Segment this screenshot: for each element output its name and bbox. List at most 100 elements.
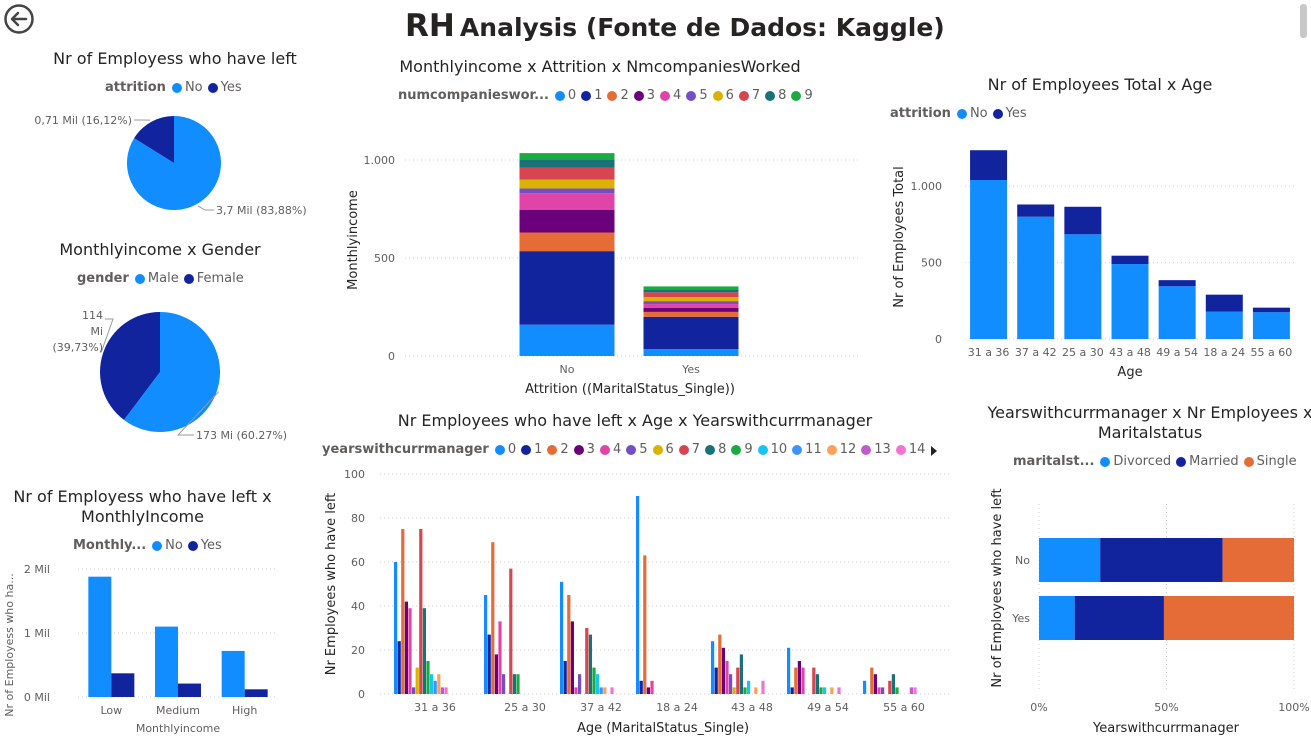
axis-tick-label: 25 a 30 <box>1062 346 1104 359</box>
axis-tick-label: 50% <box>1154 701 1178 714</box>
legend-item[interactable]: 13 <box>861 442 891 457</box>
legend-item[interactable]: 4 <box>660 88 681 103</box>
axis-title: Monthlyincome <box>136 722 221 735</box>
bar <box>516 674 520 694</box>
legend: Monthly... No Yes <box>73 538 227 553</box>
legend-swatch <box>573 444 584 455</box>
legend-item[interactable]: 5 <box>686 88 708 103</box>
legend-item[interactable]: 10 <box>757 442 787 457</box>
legend-item[interactable]: 7 <box>738 88 760 103</box>
chart-title: Nr Employees who have left x Age x Years… <box>397 411 873 430</box>
legend-item[interactable]: 3 <box>573 442 595 457</box>
bar-segment <box>1064 206 1102 235</box>
legend-item[interactable]: 2 <box>547 442 569 457</box>
bar <box>819 687 823 694</box>
legend-item[interactable]: Yes <box>187 538 222 553</box>
legend-item[interactable]: Male <box>134 271 179 286</box>
axis-tick-label: 2 Mil <box>24 563 50 576</box>
bar <box>646 687 650 694</box>
bar <box>487 634 491 694</box>
bar <box>873 674 877 694</box>
axis-title: Monthlyincome <box>346 190 361 290</box>
legend-label: 2 <box>560 442 569 457</box>
axis-tick-label: Yes <box>1011 612 1030 625</box>
bar <box>888 680 892 694</box>
legend-swatch <box>633 90 644 101</box>
legend-item[interactable]: Female <box>183 271 244 286</box>
legend-item[interactable]: No <box>956 106 988 121</box>
bar <box>430 674 434 694</box>
legend-next-icon[interactable] <box>928 443 940 457</box>
legend-item[interactable]: 14 <box>895 442 925 457</box>
bar-segment <box>519 153 615 160</box>
bar <box>567 595 571 694</box>
legend-item[interactable]: 1 <box>581 88 602 103</box>
legend-item[interactable]: 12 <box>826 442 856 457</box>
legend-item[interactable]: 8 <box>705 442 726 457</box>
bar <box>863 680 867 694</box>
axis-tick-label: No <box>560 363 575 376</box>
pie-chart-attrition: 3,7 Mil (83,88%) 0,71 Mil (16,12%) <box>34 114 306 217</box>
bar <box>725 661 729 694</box>
legend-swatch <box>554 90 565 101</box>
legend-item[interactable]: No <box>171 80 203 95</box>
bar-segment <box>1158 280 1196 287</box>
legend-item[interactable]: 11 <box>792 442 822 457</box>
legend-item[interactable]: 2 <box>607 88 629 103</box>
legend-item[interactable]: 9 <box>791 88 813 103</box>
legend-swatch <box>738 90 749 101</box>
legend-swatch <box>171 82 182 93</box>
legend-item[interactable]: No <box>152 538 183 553</box>
bar <box>498 621 502 694</box>
stacked-bar-income-attrition: 0 500 1.000 No Yes Attrition ((MaritalStatus_… <box>346 153 860 397</box>
bar-segment <box>1252 312 1290 339</box>
legend-item[interactable]: 1 <box>521 442 542 457</box>
legend-label: 8 <box>718 442 727 457</box>
axis-tick-label: 55 a 60 <box>883 701 925 714</box>
legend-label: No <box>165 538 183 553</box>
clustered-bar-age-manager: 0 20 40 60 80 100 31 a 36 25 a 30 37 a 42 18 a 24… <box>324 468 950 736</box>
legend-item[interactable]: 7 <box>678 442 701 457</box>
data-label: 114 <box>82 309 103 322</box>
axis-tick-label: 1 Mil <box>24 627 50 640</box>
legend-item[interactable]: Yes <box>207 80 242 95</box>
legend-swatch <box>765 90 776 101</box>
legend-item[interactable]: 5 <box>626 442 648 457</box>
legend: gender Male Female <box>77 271 249 286</box>
bar <box>88 576 112 697</box>
legend-label: 7 <box>691 442 701 457</box>
legend-item[interactable]: 8 <box>765 88 786 103</box>
bar <box>401 529 405 694</box>
legend-item[interactable]: 0 <box>554 88 576 103</box>
axis-tick-label: 500 <box>921 257 942 270</box>
axis-tick-label: 43 a 48 <box>1109 346 1151 359</box>
legend-item[interactable]: 4 <box>599 442 621 457</box>
bar-segment <box>1158 286 1196 339</box>
scrollbar-thumb[interactable] <box>1300 4 1307 38</box>
legend-item[interactable]: 0 <box>494 442 516 457</box>
stacked100-bar-manager-marital: 0% 50% 100% No Yes Yearswithcurrmanager Nr of … <box>990 488 1310 736</box>
axis-tick-label: 0 <box>358 688 365 701</box>
legend-item[interactable]: Married <box>1176 454 1239 469</box>
legend-item[interactable]: 9 <box>731 442 753 457</box>
legend-item[interactable]: Single <box>1243 454 1297 469</box>
legend-item[interactable]: 6 <box>712 88 734 103</box>
bar-segment <box>1205 294 1243 312</box>
legend-swatch <box>895 444 906 455</box>
legend: attrition No Yes <box>105 80 247 95</box>
bar-segment <box>1111 255 1149 265</box>
legend-item[interactable]: 6 <box>652 442 674 457</box>
bar <box>415 667 419 694</box>
legend-item[interactable]: Yes <box>992 106 1027 121</box>
back-button[interactable] <box>3 3 35 35</box>
data-label: (39,73%) <box>52 341 103 354</box>
legend: attrition No Yes <box>890 106 1032 121</box>
axis-tick-label: 80 <box>351 512 365 525</box>
bar <box>870 667 874 694</box>
bar <box>913 687 917 694</box>
bar <box>509 568 513 694</box>
axis-title: Nr Employees who have left <box>324 493 339 676</box>
bar-segment <box>643 307 739 312</box>
legend-item[interactable]: Divorced <box>1100 454 1171 469</box>
legend-item[interactable]: 3 <box>633 88 655 103</box>
